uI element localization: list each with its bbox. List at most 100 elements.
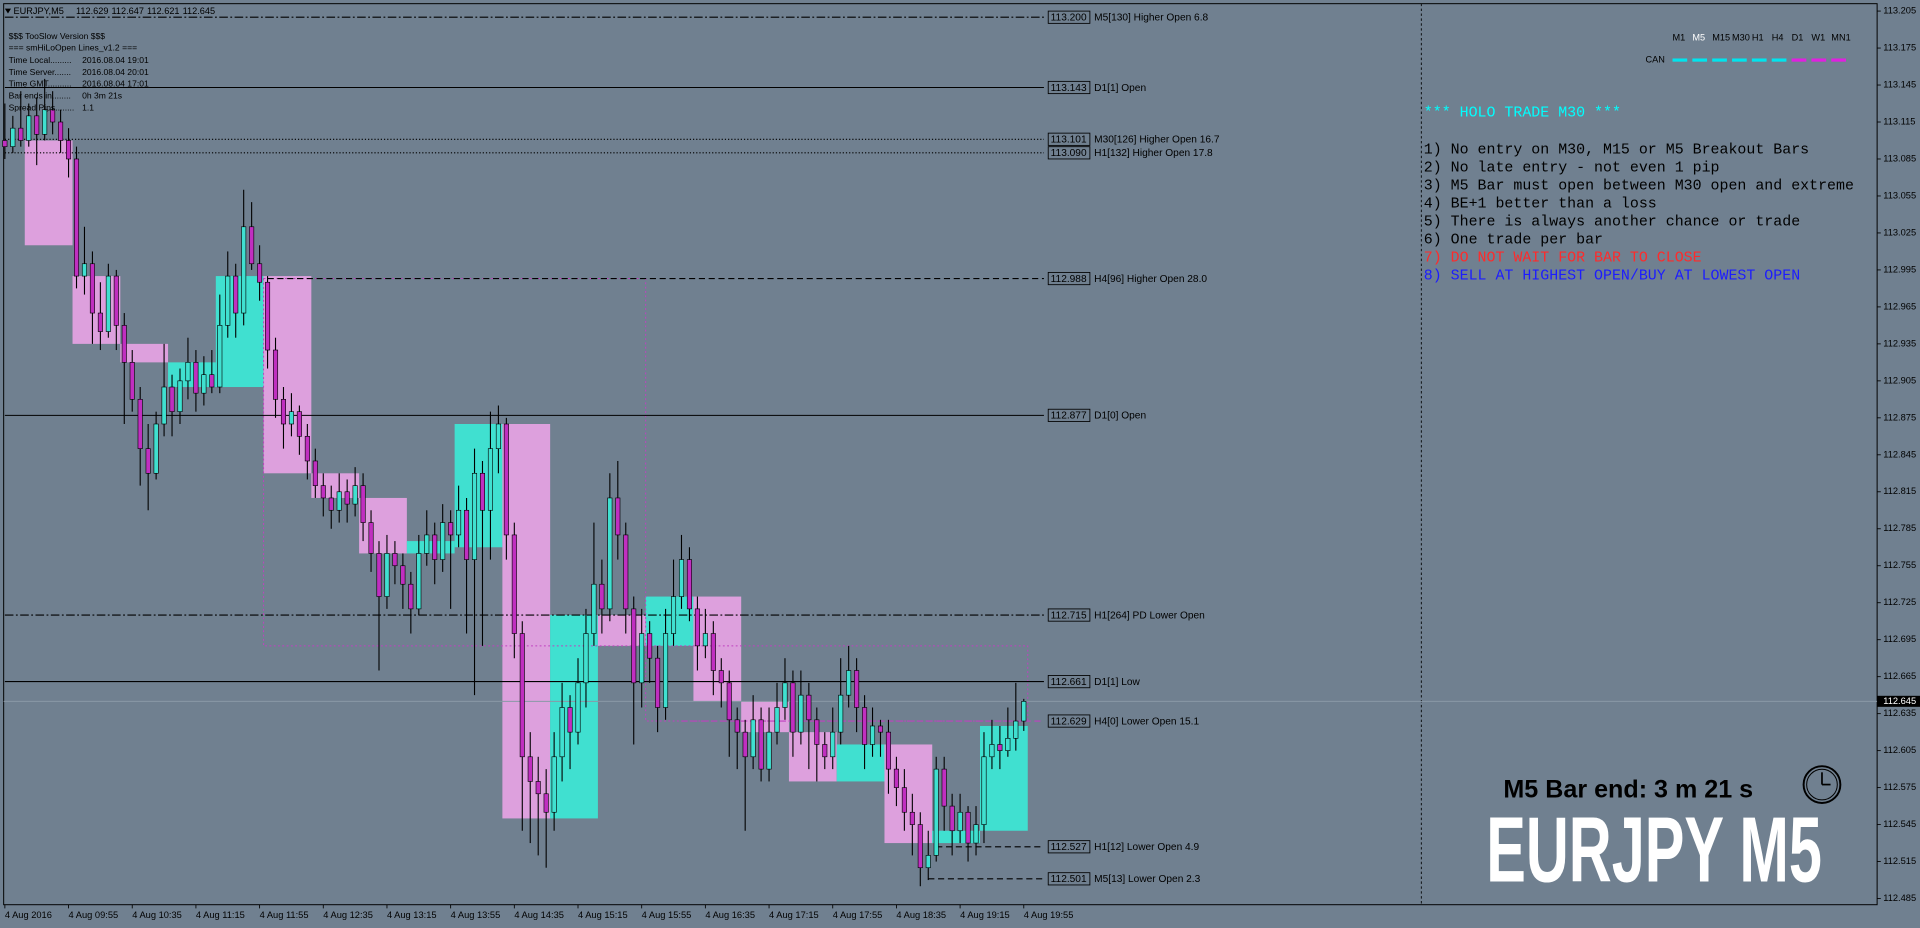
tf-label: M5 xyxy=(1692,32,1705,42)
candle-body xyxy=(766,731,772,770)
candle-body xyxy=(440,522,446,560)
candle-body xyxy=(58,121,64,141)
info-title: $$$ TooSlow Version $$$ xyxy=(9,31,106,41)
level-price-box xyxy=(1047,146,1091,160)
tf-label: W1 xyxy=(1811,32,1825,42)
candle-body xyxy=(416,553,422,610)
candle-body xyxy=(217,325,223,388)
candle-body xyxy=(320,485,326,499)
info-value: 2016.08.04 20:01 xyxy=(82,67,149,77)
y-tick-label: 112.725 xyxy=(1883,597,1916,607)
candle-body xyxy=(846,670,852,696)
candle-body xyxy=(288,411,294,425)
x-tick-label: 4 Aug 14:35 xyxy=(514,910,564,920)
htf-bar xyxy=(168,362,216,388)
tf-row-label: CAN xyxy=(1646,54,1665,64)
candle-body xyxy=(901,787,907,813)
y-tick-label: 112.695 xyxy=(1883,634,1916,644)
h4-frame xyxy=(645,645,1029,722)
y-tick-label: 112.785 xyxy=(1883,523,1916,533)
level-price: 112.501 xyxy=(1051,874,1087,885)
tf-label: H1 xyxy=(1752,32,1764,42)
bar-low: 112.621 xyxy=(147,6,180,16)
candle-body xyxy=(479,472,485,511)
candle-body xyxy=(973,824,979,844)
candle-body xyxy=(909,811,915,825)
y-tick-label: 113.205 xyxy=(1883,6,1916,16)
y-tick-label: 112.935 xyxy=(1883,338,1916,348)
candle-body xyxy=(18,127,24,141)
level-price-box xyxy=(1047,271,1091,286)
candle-body xyxy=(265,281,271,351)
candle-body xyxy=(782,682,788,708)
candle-body xyxy=(694,608,700,647)
candle-body xyxy=(368,522,374,554)
htf-bar xyxy=(932,830,980,844)
htf-bar xyxy=(741,701,789,733)
x-tick-label: 4 Aug 18:35 xyxy=(896,910,946,920)
candle-body xyxy=(838,694,844,733)
candle-body xyxy=(495,423,501,449)
htf-bar xyxy=(979,725,1028,831)
candle-body xyxy=(1021,701,1027,722)
candle-body xyxy=(81,263,87,277)
candle-body xyxy=(225,275,231,326)
clock-icon xyxy=(1802,765,1842,804)
candle-body xyxy=(758,719,764,770)
candle-body xyxy=(10,127,16,147)
level-name: D1[1] Open xyxy=(1094,83,1146,94)
info-value: 0h 3m 21s xyxy=(82,91,122,101)
x-tick-label: 4 Aug 12:35 xyxy=(323,910,373,920)
candle-body xyxy=(790,682,796,733)
x-tick-label: 4 Aug 2016 xyxy=(5,910,52,920)
y-tick-label: 112.965 xyxy=(1883,301,1916,311)
y-tick-label: 113.115 xyxy=(1883,116,1915,126)
candle-body xyxy=(774,707,780,733)
htf-bar xyxy=(263,276,312,474)
candle-body xyxy=(344,491,350,505)
info-value: 2016.08.04 19:01 xyxy=(82,55,149,65)
y-tick-label: 113.025 xyxy=(1883,227,1916,237)
htf-bar xyxy=(550,615,598,819)
tf-label: M1 xyxy=(1672,32,1685,42)
candle-body xyxy=(34,115,40,135)
candle-body xyxy=(854,670,860,708)
candle-body xyxy=(97,312,103,332)
candle-body xyxy=(511,534,517,634)
candle-body xyxy=(487,448,493,511)
tf-label: MN1 xyxy=(1831,32,1850,42)
candle-body xyxy=(798,694,804,733)
candle-body xyxy=(527,756,533,782)
candle-body xyxy=(567,707,573,733)
info-label: Bar ends in........ xyxy=(9,91,71,101)
candle-body xyxy=(917,824,923,869)
rule-line: 8) SELL AT HIGHEST OPEN/BUY AT LOWEST OP… xyxy=(1424,269,1800,285)
htf-layer xyxy=(24,140,1029,844)
y-tick-label: 112.875 xyxy=(1883,412,1916,422)
candle-body xyxy=(862,707,868,745)
tf-label: H4 xyxy=(1772,32,1784,42)
candle-body xyxy=(591,583,597,634)
candle-body xyxy=(599,583,605,610)
htf-bar xyxy=(406,541,455,554)
candle-body xyxy=(352,485,358,505)
candle-body xyxy=(718,670,724,684)
rule-line: 4) BE+1 better than a loss xyxy=(1424,197,1657,213)
y-tick-label: 112.995 xyxy=(1883,264,1916,274)
candle-body xyxy=(424,534,430,554)
info-label: Spread Pips........ xyxy=(9,103,75,113)
rule-line: 6) One trade per bar xyxy=(1424,233,1603,249)
candle-body xyxy=(193,362,199,394)
candle-body xyxy=(559,707,565,758)
candle-body xyxy=(408,583,414,610)
level-price: 112.629 xyxy=(1051,716,1087,727)
candle-body xyxy=(392,553,398,567)
bar-high: 112.647 xyxy=(111,6,144,16)
level-name: D1[1] Low xyxy=(1094,677,1140,688)
candle-body xyxy=(925,855,931,869)
level-price: 113.090 xyxy=(1051,148,1087,159)
candle-body xyxy=(464,509,470,560)
candle-body xyxy=(26,115,32,141)
candle-body xyxy=(623,534,629,610)
